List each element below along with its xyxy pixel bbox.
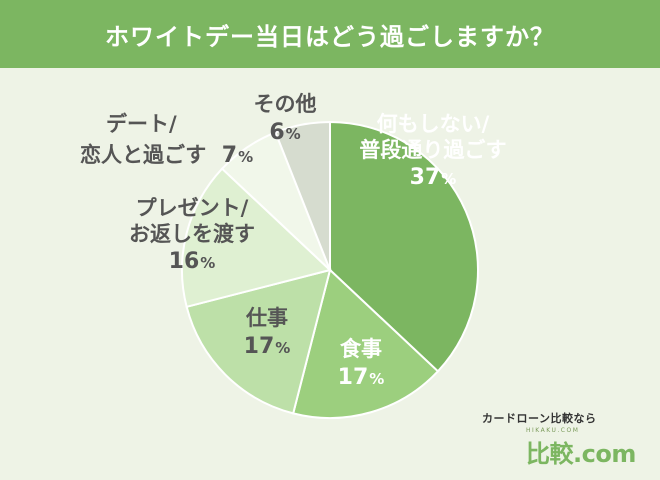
slice-label-line: 仕事 [246, 306, 288, 330]
slice-label-work: 仕事 17% [222, 306, 312, 360]
slice-label-line: デート/ [106, 112, 177, 136]
slice-work [185, 268, 332, 415]
slice-value-number: 6 [269, 119, 285, 145]
slice-label-line: その他 [253, 92, 317, 116]
slice-value-unit: % [285, 124, 301, 143]
slice-value-unit: % [369, 369, 385, 388]
slice-value: 17% [222, 334, 312, 361]
slice-label-line: お返しを渡す [129, 221, 255, 246]
slice-value-unit: % [238, 148, 254, 166]
slice-value-number: 17 [243, 333, 275, 359]
chart-title: ホワイトデー当日はどう過ごしますか？ [105, 22, 555, 51]
slice-label-date: デート/ [106, 112, 226, 138]
slice-label-line: 普段通り過ごす [359, 137, 507, 162]
slice-value-unit: % [200, 254, 216, 273]
slice-value: 7% [222, 143, 253, 168]
slice-label-line: 何もしない/ [376, 112, 490, 136]
slice-value-number: 7 [221, 143, 238, 168]
chart-header: ホワイトデー当日はどう過ごしますか？ [0, 0, 660, 68]
slice-value: 17% [316, 365, 406, 392]
slice-value-number: 17 [337, 364, 369, 390]
slice-label-meal: 食事 17% [316, 337, 406, 391]
slice-nothing-special [329, 120, 479, 373]
slice-label-line: 恋人と過ごす [80, 143, 207, 167]
slice-value-unit: % [275, 338, 291, 357]
slice-meal [291, 268, 440, 419]
slice-other [274, 120, 331, 271]
slice-value: 6% [240, 120, 330, 147]
slice-value: 16% [112, 249, 272, 276]
slice-label-line: 食事 [340, 337, 382, 361]
hikaku-logo: カードローン比較なら HIKAKU.COM 比較.com [482, 410, 642, 470]
slice-label-other: その他 6% [240, 92, 330, 146]
pie-chart [181, 120, 479, 419]
slice-value: 37% [338, 165, 528, 192]
logo-main-text: 比較.com [526, 440, 636, 468]
slice-value-number: 16 [168, 249, 200, 275]
logo-sub-text: HIKAKU.COM [526, 427, 580, 434]
slice-label-line: プレゼント/ [135, 196, 249, 220]
slice-label-present: プレゼント/ お返しを渡す 16% [112, 196, 272, 276]
slice-value-unit: % [441, 170, 457, 189]
slice-value-number: 37 [409, 165, 441, 191]
slice-label-date-line2: 恋人と過ごす 7% [80, 143, 300, 170]
slice-label-nothing-special: 何もしない/ 普段通り過ごす 37% [338, 112, 528, 192]
logo-tagline: カードローン比較なら [482, 412, 597, 425]
slice-present [181, 167, 333, 309]
